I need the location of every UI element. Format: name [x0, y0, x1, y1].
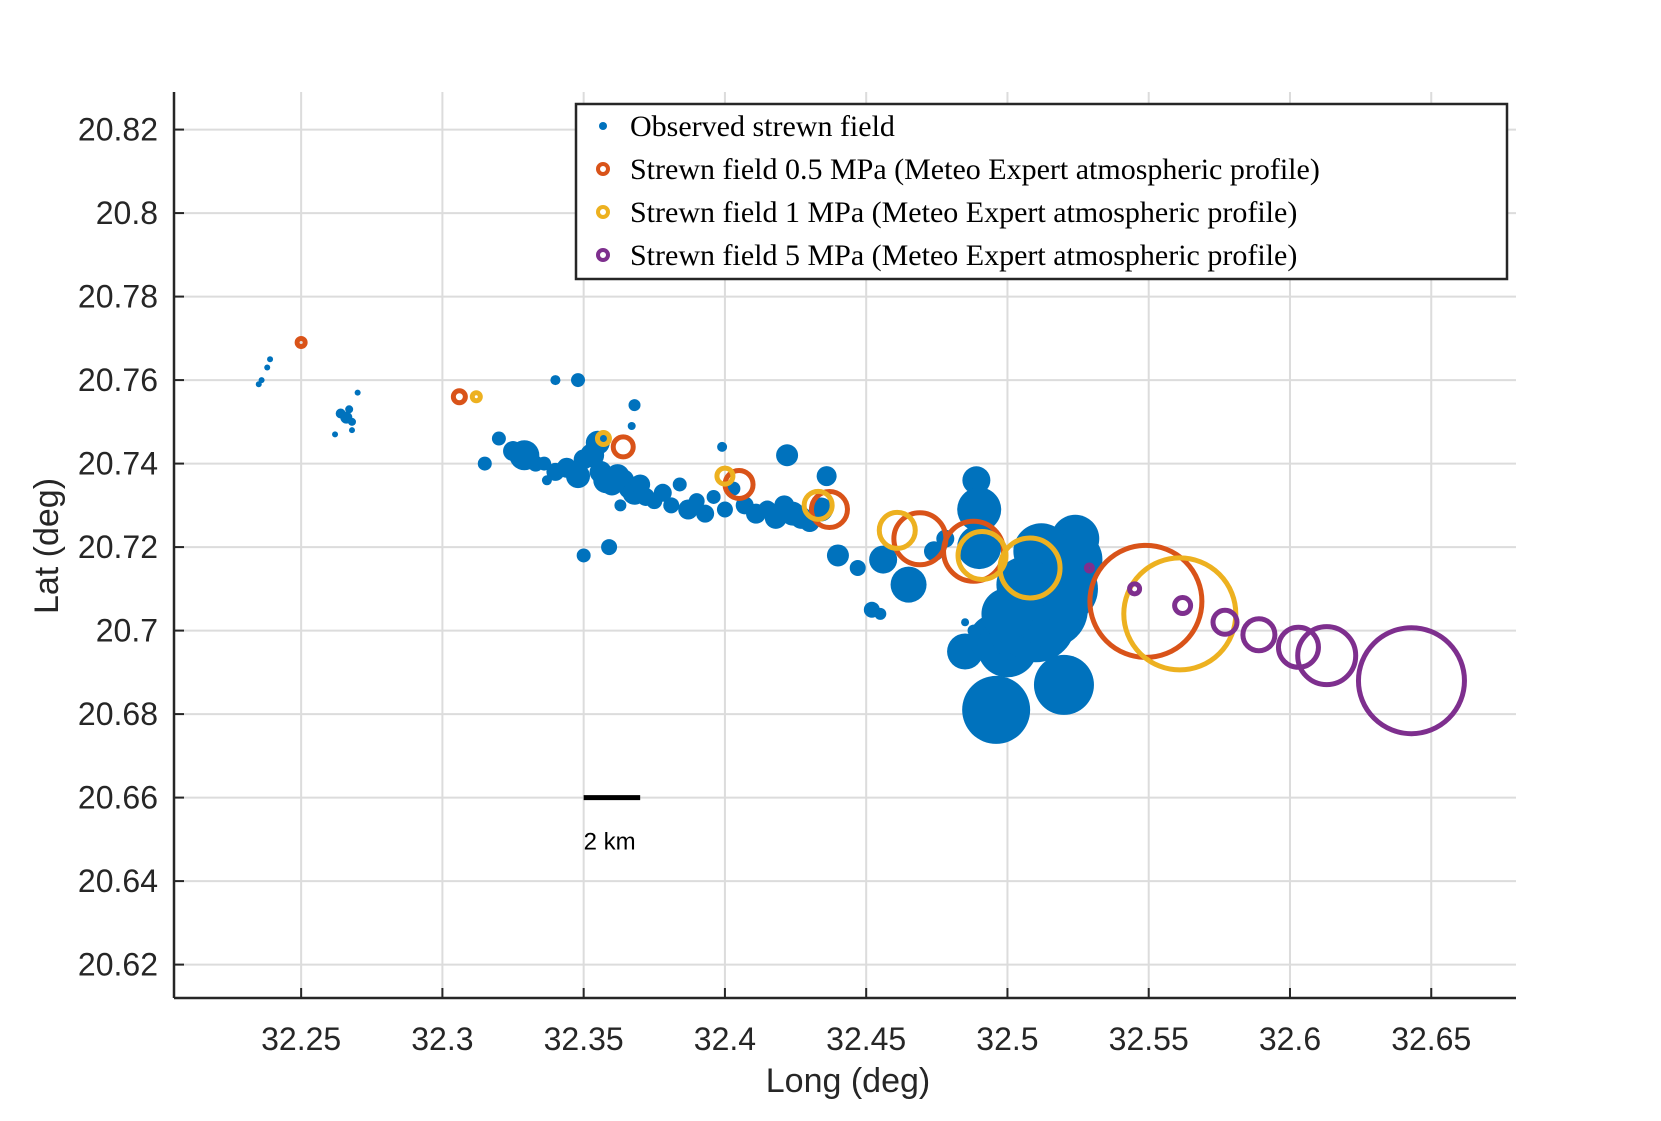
- x-tick-label: 32.5: [976, 1021, 1038, 1057]
- simulated-point: [594, 430, 612, 448]
- observed-point: [264, 364, 271, 371]
- y-tick-label: 20.82: [78, 112, 158, 148]
- axes: [172, 92, 1516, 1000]
- simulated-point: [997, 535, 1063, 601]
- simulated-point: [610, 434, 636, 460]
- x-tick-label: 32.4: [694, 1021, 756, 1057]
- legend-label: Strewn field 5 MPa (Meteo Expert atmosph…: [630, 239, 1297, 272]
- observed-point: [1033, 654, 1094, 715]
- observed-point: [571, 373, 586, 388]
- legend-marker-simulated: [596, 205, 610, 219]
- observed-point: [354, 389, 361, 396]
- observed-point: [258, 377, 265, 384]
- observed-point: [345, 405, 354, 414]
- x-tick-label: 32.25: [261, 1021, 341, 1057]
- simulated-point: [808, 489, 850, 531]
- x-axis-label: Long (deg): [766, 1062, 930, 1100]
- observed-point: [826, 544, 849, 567]
- observed-point: [776, 444, 799, 467]
- observed-point: [874, 607, 887, 620]
- y-axis-label: Lat (deg): [28, 478, 66, 614]
- x-tick-label: 32.6: [1259, 1021, 1321, 1057]
- observed-point: [849, 559, 866, 576]
- simulated-point: [1172, 595, 1194, 617]
- observed-point: [332, 431, 339, 438]
- observed-point: [576, 548, 591, 563]
- y-tick-label: 20.68: [78, 696, 158, 732]
- legend-box: [574, 102, 1509, 281]
- observed-point: [267, 356, 274, 363]
- scale-bar-label: 2 km: [584, 829, 636, 856]
- simulated-point: [1355, 625, 1467, 737]
- scale-bar: 2 km: [583, 795, 641, 856]
- observed-point: [347, 417, 356, 426]
- y-tick-label: 20.66: [78, 780, 158, 816]
- simulated-point: [1127, 581, 1143, 597]
- observed-point: [550, 375, 561, 386]
- observed-point: [653, 483, 672, 502]
- observed-point: [491, 431, 506, 446]
- y-tick-label: 20.62: [78, 947, 158, 983]
- observed-point: [566, 464, 591, 489]
- legend-label: Observed strewn field: [630, 110, 895, 143]
- observed-point: [601, 539, 618, 556]
- observed-point: [981, 587, 1034, 640]
- tick-labels: 32.25 32.3 32.35 32.4 32.45 32.5 32.55 32.6 32.6…: [78, 112, 1471, 1057]
- x-tick-label: 32.55: [1109, 1021, 1189, 1057]
- observed-point: [962, 675, 1031, 744]
- observed-point: [614, 499, 627, 512]
- simulated-point: [1210, 607, 1240, 637]
- simulated-point: [1295, 624, 1359, 688]
- simulated-point: [1083, 562, 1095, 574]
- observed-point: [706, 489, 721, 504]
- observed-point: [696, 504, 715, 523]
- x-tick-label: 32.65: [1391, 1021, 1471, 1057]
- simulated-point: [469, 390, 483, 404]
- y-tick-label: 20.8: [96, 195, 158, 231]
- observed-point: [962, 466, 991, 495]
- data-marks: [255, 336, 1467, 744]
- simulated-point: [294, 336, 308, 350]
- y-tick-label: 20.64: [78, 863, 158, 899]
- legend-marker-simulated: [596, 248, 610, 262]
- y-tick-label: 20.78: [78, 279, 158, 315]
- simulated-point: [955, 528, 1009, 582]
- observed-point: [869, 545, 898, 574]
- x-tick-label: 32.45: [826, 1021, 906, 1057]
- legend: Observed strewn field Strewn field 0.5 MP…: [574, 102, 1509, 281]
- simulated-point: [714, 465, 736, 487]
- x-tick-label: 32.3: [411, 1021, 473, 1057]
- observed-point: [716, 501, 733, 518]
- observed-point: [688, 493, 705, 510]
- observed-point: [663, 497, 680, 514]
- observed-point: [717, 441, 728, 452]
- legend-marker-simulated: [596, 162, 610, 176]
- observed-point: [890, 566, 927, 603]
- observed-point: [477, 456, 492, 471]
- y-tick-label: 20.74: [78, 446, 158, 482]
- legend-marker-observed: [599, 122, 607, 130]
- simulated-point: [450, 388, 468, 406]
- legend-label: Strewn field 0.5 MPa (Meteo Expert atmos…: [630, 153, 1320, 186]
- observed-point: [961, 618, 970, 627]
- simulated-point: [1240, 616, 1278, 654]
- observed-point: [672, 477, 687, 492]
- observed-point: [537, 456, 552, 471]
- y-tick-label: 20.7: [96, 613, 158, 649]
- observed-point: [348, 427, 355, 434]
- observed-point: [627, 422, 636, 431]
- simulated-point: [801, 488, 835, 522]
- observed-point: [816, 466, 837, 487]
- simulated-point: [876, 509, 918, 551]
- legend-label: Strewn field 1 MPa (Meteo Expert atmosph…: [630, 196, 1297, 229]
- observed-point: [541, 475, 552, 486]
- y-tick-label: 20.76: [78, 362, 158, 398]
- observed-point: [628, 399, 641, 412]
- y-tick-label: 20.72: [78, 529, 158, 565]
- x-tick-label: 32.35: [544, 1021, 624, 1057]
